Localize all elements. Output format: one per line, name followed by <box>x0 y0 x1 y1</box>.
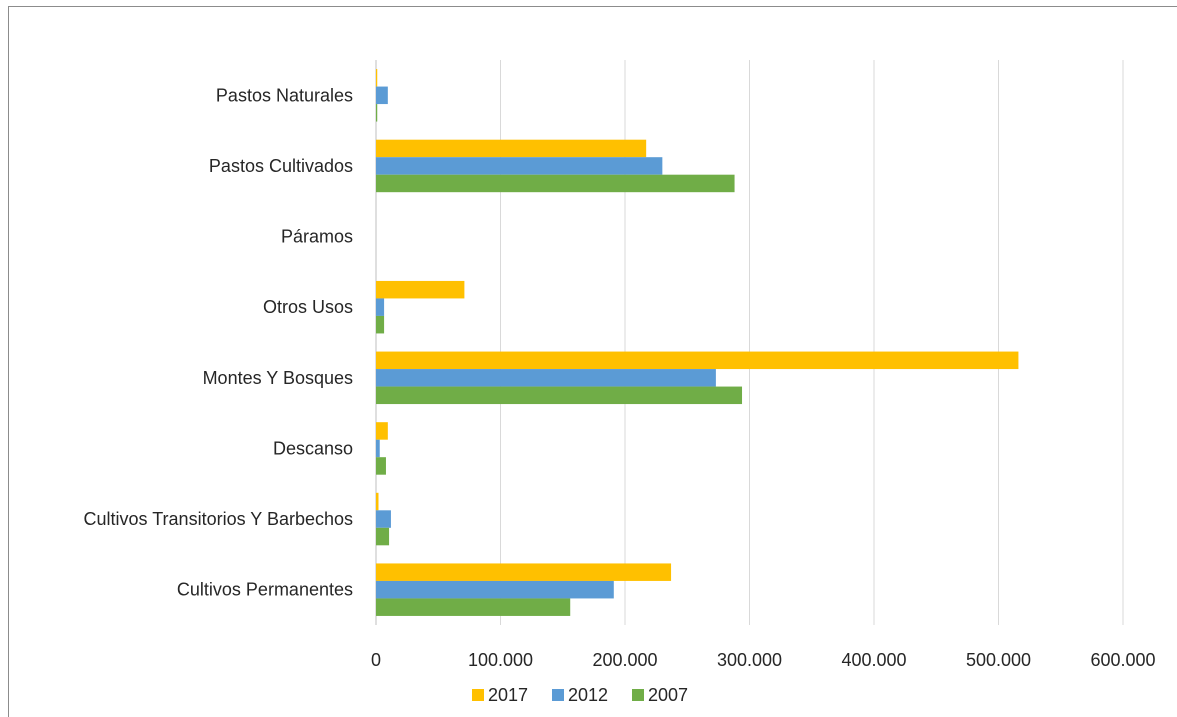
legend-label-2017: 2017 <box>488 685 528 705</box>
bar-2017 <box>376 69 378 87</box>
category-label: Pastos Cultivados <box>209 156 353 176</box>
category-label: Otros Usos <box>263 297 353 317</box>
category-label: Cultivos Transitorios Y Barbechos <box>84 509 353 529</box>
category-label: Páramos <box>281 227 353 247</box>
bar-2012 <box>376 157 663 175</box>
legend: 2017 2012 2007 <box>472 685 688 705</box>
legend-swatch-2012 <box>552 689 564 701</box>
category-label: Descanso <box>273 438 353 458</box>
legend-label-2007: 2007 <box>648 685 688 705</box>
bar-2017 <box>376 422 388 440</box>
x-tick-label: 500.000 <box>966 650 1031 670</box>
bar-2007 <box>376 386 743 405</box>
x-tick-label: 400.000 <box>841 650 906 670</box>
bar-2012 <box>376 580 614 599</box>
bars <box>376 69 1019 616</box>
bar-2007 <box>376 598 571 616</box>
bar-2017 <box>376 492 379 511</box>
legend-label-2012: 2012 <box>568 685 608 705</box>
bar-2017 <box>376 351 1019 370</box>
bar-2007 <box>376 104 378 122</box>
bar-2012 <box>376 298 385 316</box>
category-labels: Cultivos Permanentes Cultivos Transitorio… <box>84 85 353 599</box>
bar-2007 <box>376 315 385 334</box>
legend-swatch-2007 <box>632 689 644 701</box>
bar-2012 <box>376 439 380 458</box>
x-tick-label: 0 <box>371 650 381 670</box>
x-tick-label: 300.000 <box>717 650 782 670</box>
bar-2007 <box>376 527 390 546</box>
bar-2017 <box>376 563 672 581</box>
x-tick-label: 600.000 <box>1090 650 1155 670</box>
x-tick-label: 200.000 <box>592 650 657 670</box>
bar-2007 <box>376 174 735 193</box>
bar-2017 <box>376 280 465 299</box>
bar-2012 <box>376 369 716 387</box>
category-label: Pastos Naturales <box>216 85 353 105</box>
category-label: Cultivos Permanentes <box>177 580 353 600</box>
bar-2012 <box>376 86 388 105</box>
bar-2017 <box>376 139 647 158</box>
bar-2012 <box>376 510 391 528</box>
category-label: Montes Y Bosques <box>203 368 353 388</box>
x-tick-labels: 0 100.000 200.000 300.000 400.000 500.000 600.… <box>371 650 1156 670</box>
x-tick-label: 100.000 <box>468 650 533 670</box>
bar-2007 <box>376 457 386 475</box>
legend-swatch-2017 <box>472 689 484 701</box>
